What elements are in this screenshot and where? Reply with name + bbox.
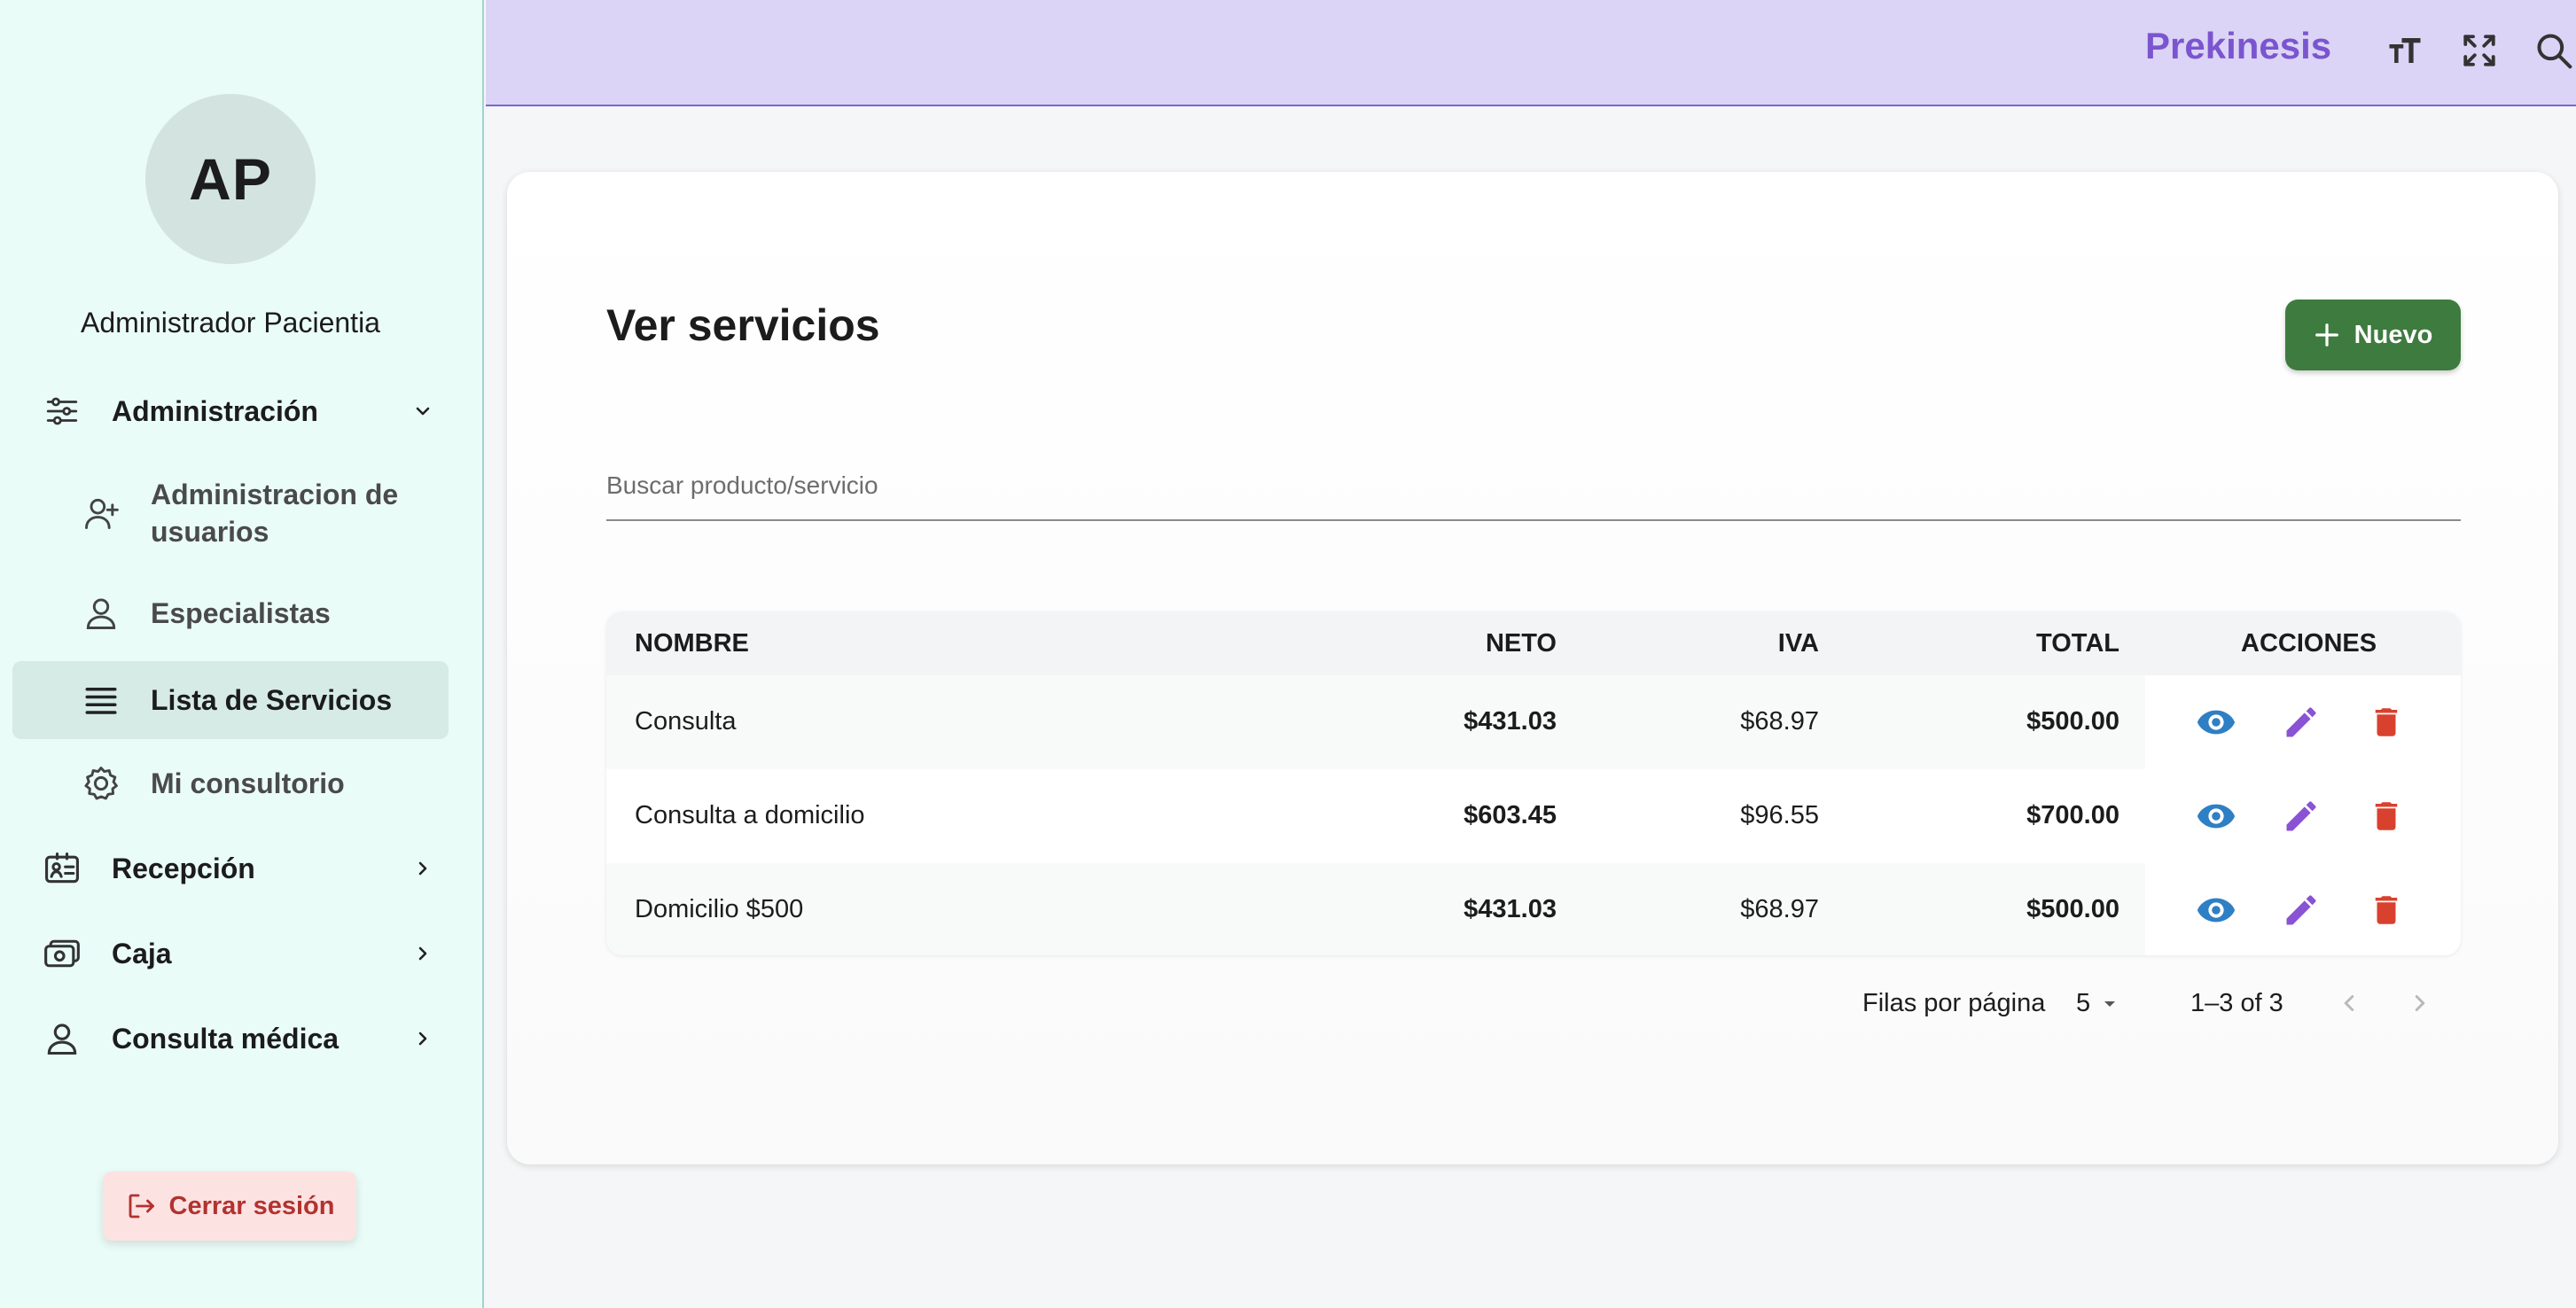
person-icon (41, 1017, 83, 1060)
add-user-icon (80, 492, 122, 534)
fullscreen-icon[interactable] (2455, 27, 2503, 74)
brand-name: Prekinesis (2145, 25, 2332, 66)
sidebar-section-administracion[interactable]: Administración (0, 374, 461, 448)
eye-icon[interactable] (2195, 889, 2237, 931)
column-header-iva[interactable]: IVA (1777, 629, 1819, 658)
logout-icon (125, 1190, 157, 1222)
column-header-neto[interactable]: NETO (1485, 629, 1557, 658)
list-icon (80, 679, 122, 721)
sidebar-section-caja[interactable]: Caja (0, 916, 461, 991)
table-row: Consulta a domicilio $603.45 $96.55 $700… (606, 769, 2461, 863)
cell-iva: $68.97 (1740, 895, 1819, 923)
column-header-acciones: ACCIONES (2241, 629, 2377, 658)
cash-icon (41, 932, 83, 975)
sidebar-item-label: Mi consultorio (151, 767, 345, 799)
new-service-button[interactable]: Nuevo (2285, 300, 2461, 370)
new-button-label: Nuevo (2354, 320, 2433, 349)
sidebar: AP Administrador Pacientia Administració… (0, 0, 484, 1308)
gear-icon (80, 762, 122, 805)
previous-page-button[interactable] (2328, 982, 2370, 1024)
chevron-right-icon (408, 938, 438, 969)
page-title: Ver servicios (606, 300, 880, 350)
cell-iva: $68.97 (1740, 707, 1819, 736)
column-header-total[interactable]: TOTAL (2036, 629, 2119, 658)
sidebar-section-label: Caja (112, 937, 172, 969)
caret-down-icon (2099, 993, 2120, 1015)
pagination-range: 1–3 of 3 (2190, 989, 2283, 1017)
pencil-icon[interactable] (2280, 701, 2322, 744)
cell-total: $700.00 (2026, 801, 2119, 829)
logout-button[interactable]: Cerrar sesión (103, 1172, 356, 1241)
pencil-icon[interactable] (2280, 889, 2322, 931)
avatar: AP (145, 94, 316, 264)
chevron-right-icon (408, 853, 438, 884)
cell-total: $500.00 (2026, 707, 2119, 736)
table-header: NOMBRE NETO IVA TOTAL ACCIONES (606, 611, 2461, 675)
sliders-icon (41, 390, 83, 432)
user-name: Administrador Pacientia (81, 307, 380, 339)
logout-label: Cerrar sesión (168, 1191, 335, 1220)
sidebar-section-recepcion[interactable]: Recepción (0, 831, 461, 906)
sidebar-item-mi-consultorio[interactable]: Mi consultorio (12, 748, 449, 819)
rows-per-page-select[interactable]: 5 (2076, 989, 2120, 1018)
cell-neto: $603.45 (1464, 801, 1557, 829)
chevron-down-icon (408, 396, 438, 426)
row-actions (2145, 769, 2461, 863)
chevron-left-icon (2344, 995, 2354, 1011)
column-header-nombre[interactable]: NOMBRE (635, 629, 749, 658)
sidebar-item-label: Lista de Servicios (151, 684, 393, 716)
services-table: NOMBRE NETO IVA TOTAL ACCIONES Consulta … (606, 611, 2461, 955)
sidebar-item-label: Administracion de usuarios (151, 479, 399, 548)
services-card: Ver servicios Nuevo NOMBRE NETO IVA TOTA… (507, 172, 2558, 1164)
id-card-icon (41, 847, 83, 890)
row-actions (2145, 675, 2461, 769)
search-icon[interactable] (2530, 27, 2576, 74)
table-row: Domicilio $500 $431.03 $68.97 $500.00 (606, 863, 2461, 955)
cell-nombre: Domicilio $500 (635, 895, 804, 923)
cell-nombre: Consulta a domicilio (635, 801, 865, 829)
sidebar-item-lista-servicios[interactable]: Lista de Servicios (12, 661, 449, 739)
search-input[interactable] (606, 452, 2461, 521)
eye-icon[interactable] (2195, 701, 2237, 744)
trash-icon[interactable] (2365, 889, 2408, 931)
text-size-icon[interactable] (2381, 27, 2429, 74)
person-icon (80, 592, 122, 635)
cell-neto: $431.03 (1464, 707, 1557, 736)
sidebar-section-consulta-medica[interactable]: Consulta médica (0, 1001, 461, 1076)
cell-iva: $96.55 (1740, 801, 1819, 829)
row-actions (2145, 863, 2461, 955)
sidebar-item-administracion-usuarios[interactable]: Administracion de usuarios (12, 466, 449, 560)
table-row: Consulta $431.03 $68.97 $500.00 (606, 675, 2461, 769)
eye-icon[interactable] (2195, 795, 2237, 837)
trash-icon[interactable] (2365, 795, 2408, 837)
rows-per-page-label: Filas por página (1862, 989, 2046, 1017)
rows-per-page-value: 5 (2076, 989, 2091, 1017)
cell-nombre: Consulta (635, 707, 737, 736)
sidebar-section-label: Recepción (112, 852, 255, 884)
trash-icon[interactable] (2365, 701, 2408, 744)
next-page-button[interactable] (2399, 982, 2441, 1024)
chevron-right-icon (2415, 995, 2425, 1011)
chevron-right-icon (408, 1024, 438, 1054)
sidebar-section-label: Consulta médica (112, 1022, 340, 1055)
sidebar-item-especialistas[interactable]: Especialistas (12, 578, 449, 649)
cell-neto: $431.03 (1464, 895, 1557, 923)
sidebar-item-label: Especialistas (151, 597, 331, 629)
plus-icon (2314, 322, 2340, 348)
sidebar-section-label: Administración (112, 394, 318, 427)
cell-total: $500.00 (2026, 895, 2119, 923)
pencil-icon[interactable] (2280, 795, 2322, 837)
top-bar: Prekinesis (486, 0, 2576, 106)
